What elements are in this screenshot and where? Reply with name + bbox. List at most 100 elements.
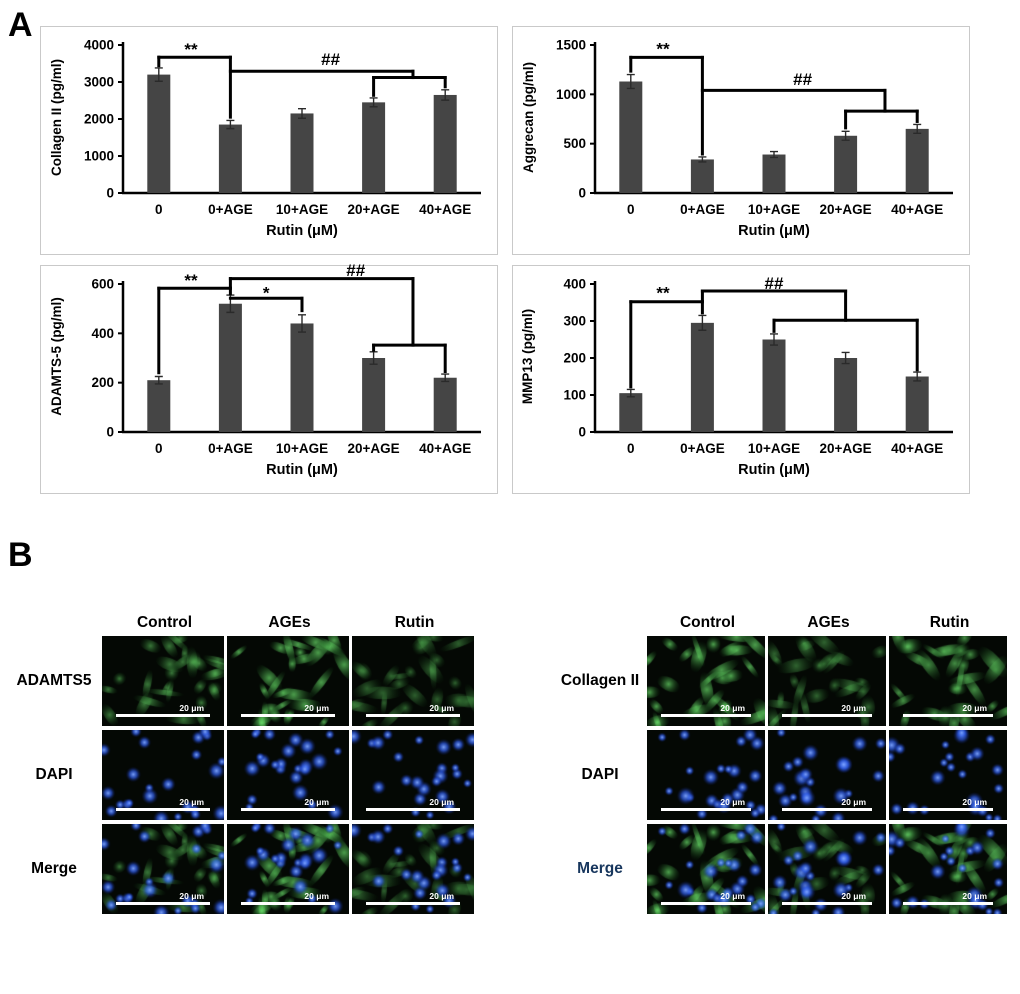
scale-label: 20 μm bbox=[179, 891, 204, 901]
y-axis-label: ADAMTS-5 (pg/ml) bbox=[43, 274, 69, 438]
micro-image-merge-control: 20 μm bbox=[647, 824, 765, 914]
x-tick-label: 0 bbox=[627, 441, 635, 456]
micro-canvas bbox=[647, 730, 765, 820]
x-tick-label: 0 bbox=[155, 441, 163, 456]
x-axis-label: Rutin (μM) bbox=[266, 223, 338, 239]
panel-b-label: B bbox=[8, 536, 33, 574]
bar-0 bbox=[147, 74, 171, 193]
column-header-control: Control bbox=[136, 614, 193, 631]
bar-20+AGE bbox=[362, 102, 386, 193]
y-tick-label: 4000 bbox=[84, 38, 114, 53]
row-label: Merge bbox=[31, 860, 77, 877]
error-bar bbox=[441, 373, 450, 383]
y-tick-label: 300 bbox=[563, 314, 586, 329]
error-bar bbox=[369, 97, 378, 108]
micro-image-merge-rutin: 20 μm bbox=[889, 824, 1007, 914]
x-tick-label: 0+AGE bbox=[208, 202, 253, 217]
scale-label: 20 μm bbox=[304, 797, 329, 807]
bar-0 bbox=[147, 380, 171, 432]
bar-20+AGE bbox=[834, 358, 858, 432]
y-tick-label: 1000 bbox=[556, 87, 586, 102]
micro-canvas bbox=[768, 824, 886, 914]
scale-bar bbox=[366, 902, 460, 905]
y-tick-label: 400 bbox=[91, 326, 114, 341]
y-tick-label: 3000 bbox=[84, 75, 114, 90]
error-bar bbox=[298, 314, 306, 333]
x-tick-label: 10+AGE bbox=[276, 202, 328, 217]
micro-image-dapi-control: 20 μm bbox=[647, 730, 765, 820]
chart-mmp13: MMP13 (pg/ml) 0 100 200 300 400 0 0+AGE 10+AGE 2… bbox=[512, 265, 970, 494]
x-tick-label: 40+AGE bbox=[891, 202, 943, 217]
micro-image-dapi-ages: 20 μm bbox=[227, 730, 349, 820]
significance-label: ## bbox=[346, 261, 365, 280]
micro-canvas bbox=[227, 636, 349, 726]
micro-header-row: Control AGEs Rutin bbox=[553, 598, 1010, 632]
micro-row-merge: Merge 20 μm 20 μm 20 μm bbox=[553, 824, 1010, 914]
x-tick-label: 0+AGE bbox=[208, 441, 253, 456]
y-tick-label: 200 bbox=[91, 375, 114, 390]
significance-label: ## bbox=[765, 274, 784, 293]
micro-row-dapi: DAPI 20 μm 20 μm 20 μm bbox=[553, 730, 1010, 820]
micro-image-dapi-rutin: 20 μm bbox=[352, 730, 474, 820]
bar-10+AGE bbox=[290, 113, 314, 193]
scale-bar bbox=[661, 714, 751, 717]
x-tick-label: 10+AGE bbox=[748, 441, 800, 456]
x-tick-label: 10+AGE bbox=[276, 441, 328, 456]
scale-label: 20 μm bbox=[429, 891, 454, 901]
scale-bar bbox=[366, 714, 460, 717]
scale-label: 20 μm bbox=[962, 703, 987, 713]
scale-bar bbox=[903, 714, 993, 717]
x-tick-label: 20+AGE bbox=[348, 441, 400, 456]
scale-label: 20 μm bbox=[841, 797, 866, 807]
panel-a-label: A bbox=[8, 6, 33, 44]
significance-label: ** bbox=[656, 39, 670, 58]
scale-bar bbox=[903, 902, 993, 905]
y-axis-label-text: ADAMTS-5 (pg/ml) bbox=[48, 296, 64, 416]
panel-a-charts: Collagen II (pg/ml) 0 1000 2000 3000 4000 0 0+… bbox=[40, 26, 970, 494]
micro-canvas bbox=[768, 730, 886, 820]
micro-image-merge-ages: 20 μm bbox=[768, 824, 886, 914]
micro-canvas bbox=[352, 824, 474, 914]
x-axis-label: Rutin (μM) bbox=[738, 223, 810, 239]
micro-canvas bbox=[889, 730, 1007, 820]
x-tick-label: 20+AGE bbox=[348, 202, 400, 217]
micro-image-dapi-ages: 20 μm bbox=[768, 730, 886, 820]
bar-0+AGE bbox=[690, 322, 714, 432]
scale-bar bbox=[241, 714, 335, 717]
scale-bar bbox=[116, 902, 210, 905]
x-tick-label: 20+AGE bbox=[820, 202, 872, 217]
y-tick-label: 0 bbox=[578, 186, 586, 201]
row-label: DAPI bbox=[35, 766, 73, 783]
micro-canvas bbox=[102, 824, 224, 914]
y-tick-label: 100 bbox=[563, 388, 586, 403]
x-tick-label: 40+AGE bbox=[419, 441, 471, 456]
bar-0+AGE bbox=[218, 303, 242, 432]
y-tick-label: 2000 bbox=[84, 112, 114, 127]
bar-0 bbox=[619, 393, 643, 432]
column-header-ages: AGEs bbox=[807, 614, 850, 631]
scale-label: 20 μm bbox=[179, 703, 204, 713]
micro-canvas bbox=[352, 730, 474, 820]
error-bar bbox=[298, 107, 306, 119]
bar-0+AGE bbox=[690, 159, 714, 193]
image-row: 20 μm 20 μm 20 μm bbox=[647, 824, 1010, 914]
x-tick-label: 0+AGE bbox=[680, 202, 725, 217]
column-header-rutin: Rutin bbox=[929, 614, 970, 631]
column-header-ages: AGEs bbox=[268, 614, 311, 631]
scale-bar bbox=[116, 714, 210, 717]
error-bar bbox=[154, 67, 163, 82]
micro-canvas bbox=[889, 636, 1007, 726]
bar-chart-mmp13: 0 100 200 300 400 0 0+AGE 10+AGE 20+AGE 40+AGE ** #… bbox=[563, 274, 953, 456]
micro-canvas bbox=[647, 636, 765, 726]
y-tick-label: 400 bbox=[563, 277, 586, 292]
micro-image-adamts5-control: 20 μm bbox=[102, 636, 224, 726]
scale-label: 20 μm bbox=[720, 797, 745, 807]
micro-canvas bbox=[647, 824, 765, 914]
row-label: Collagen II bbox=[560, 672, 640, 689]
scale-label: 20 μm bbox=[841, 891, 866, 901]
micro-row-dapi: DAPI 20 μm 20 μm 20 μm bbox=[6, 730, 477, 820]
scale-bar bbox=[782, 902, 872, 905]
significance-label: ## bbox=[321, 50, 340, 69]
scale-label: 20 μm bbox=[720, 703, 745, 713]
